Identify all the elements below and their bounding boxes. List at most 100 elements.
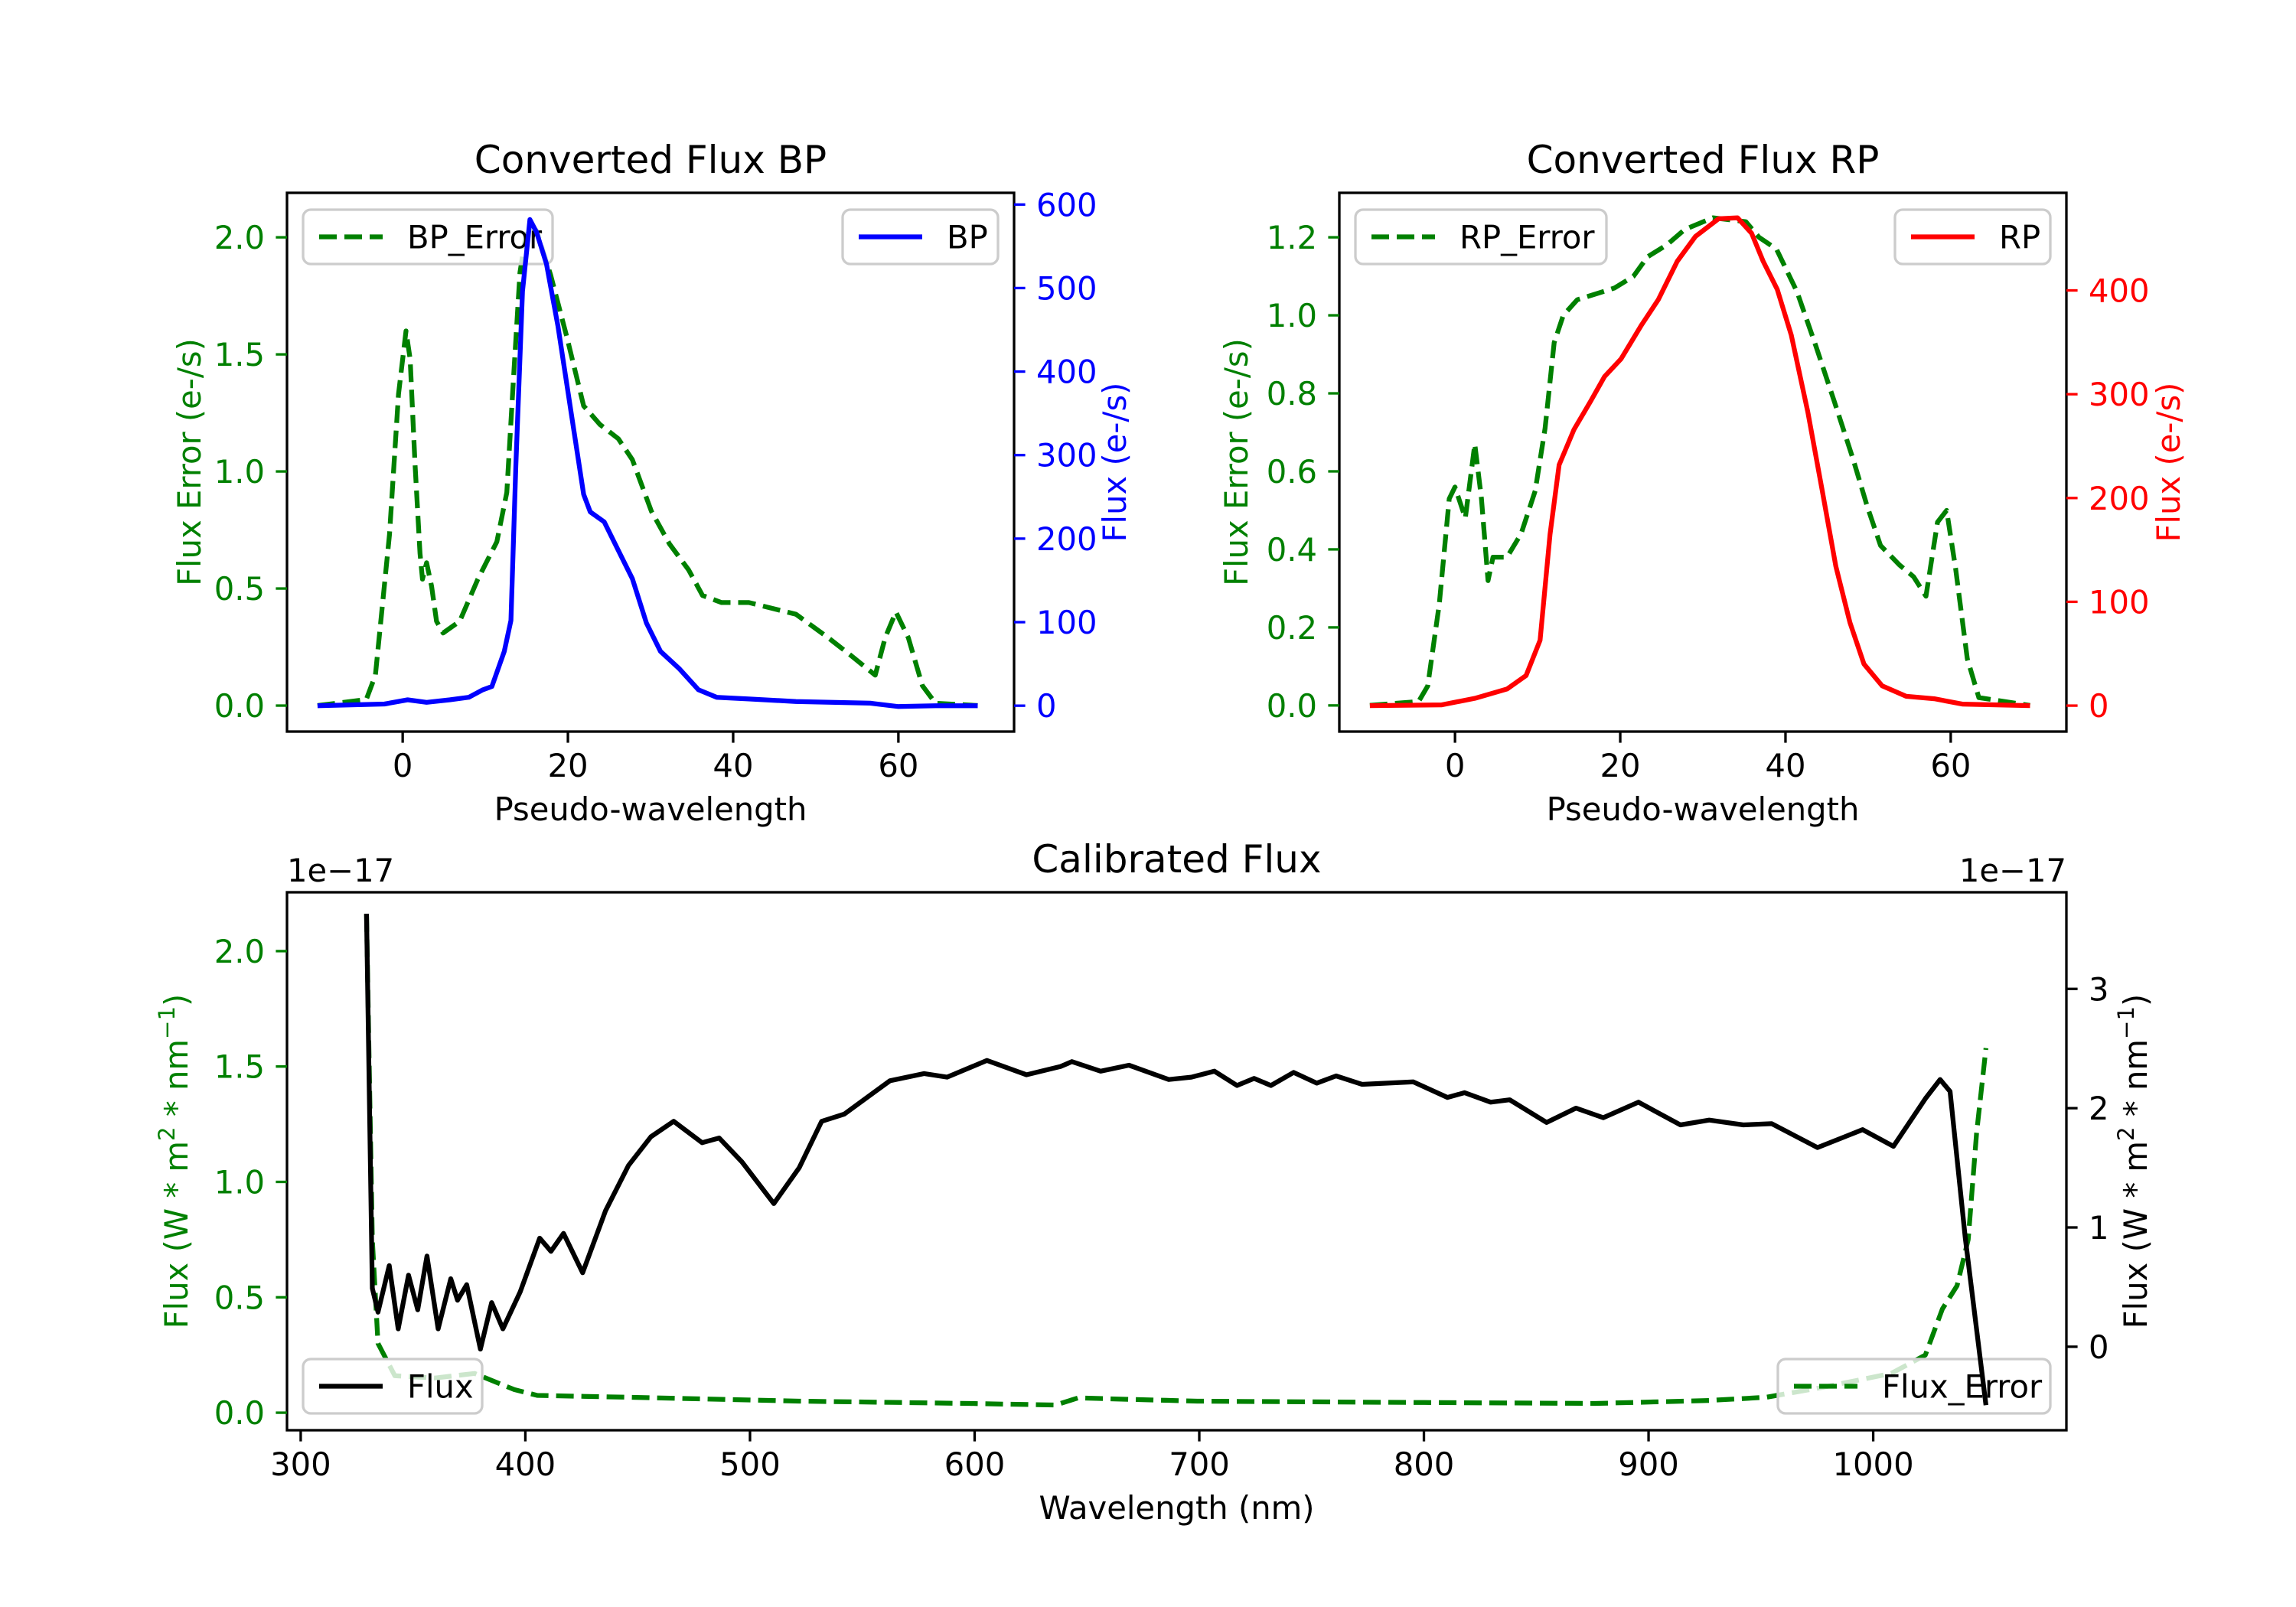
x-axis-label: Pseudo-wavelength <box>1547 790 1860 828</box>
right-y-tick-label: 200 <box>1036 520 1097 558</box>
legend-label: Flux_Error <box>1882 1368 2043 1406</box>
left-y-tick-label: 0.5 <box>214 1279 265 1316</box>
left-y-tick-label: 0.6 <box>1267 453 1317 491</box>
left-y-tick-label: 0.5 <box>214 570 265 608</box>
left-y-offset-text: 1e−17 <box>287 852 394 889</box>
x-tick-label: 500 <box>719 1446 781 1483</box>
right-y-tick-label: 200 <box>2089 480 2150 517</box>
axis-label-part: Flux (e-/s) <box>1096 383 1133 543</box>
legend-frame <box>1354 208 1608 266</box>
x-tick-label: 800 <box>1394 1446 1455 1483</box>
right-y-tick-label: 600 <box>1036 186 1097 223</box>
chart-title: Converted Flux BP <box>475 138 827 182</box>
legend-label: BP_Error <box>407 219 543 256</box>
left-y-tick-label: 0.4 <box>1267 531 1317 569</box>
legend-rp-error: RP_Error <box>1354 208 1608 266</box>
right-y-tick-label: 300 <box>1036 437 1097 474</box>
legend-flux-error: Flux_Error <box>1776 1358 2052 1415</box>
right-y-tick-label: 0 <box>2089 687 2109 725</box>
chart-converted-flux-rp: RP_Error RP 0 20 40 60 0.0 0.2 0.4 0.6 0.8 1.0 1.2 Fl… <box>1218 138 2187 828</box>
chart-title: Calibrated Flux <box>1032 837 1321 882</box>
axis-label-part: * nm <box>2117 1039 2154 1126</box>
legend-frame <box>302 208 554 266</box>
right-y-tick-label: 2 <box>2089 1090 2109 1127</box>
axes-frame <box>1338 191 2068 733</box>
x-tick-label: 1000 <box>1833 1446 1914 1483</box>
left-y-tick-label: 1.0 <box>214 1163 265 1201</box>
right-y-tick-label: 300 <box>2089 376 2150 413</box>
axis-label-part: Flux (W * m <box>158 1141 195 1328</box>
right-y-axis-label: Flux (W * m2 * nm−1) <box>2113 994 2154 1329</box>
right-y-tick-label: 0 <box>1036 687 1057 725</box>
left-y-tick-label: 1.0 <box>214 453 265 491</box>
left-y-tick-label: 2.0 <box>214 219 265 256</box>
x-tick-label: 20 <box>1600 747 1641 784</box>
axis-label-part: Flux Error (e-/s) <box>1218 338 1255 586</box>
chart-title: Converted Flux RP <box>1527 138 1880 182</box>
series-line-bp <box>317 217 978 709</box>
legend-frame <box>302 1358 484 1415</box>
x-tick-label: 700 <box>1169 1446 1230 1483</box>
legend-bp: BP <box>841 208 1000 266</box>
left-y-tick-label: 0.8 <box>1267 375 1317 412</box>
axes-frame <box>285 191 1016 733</box>
left-y-tick-label: 0.0 <box>214 687 265 725</box>
legend-bp-error: BP_Error <box>302 208 554 266</box>
x-tick-label: 400 <box>495 1446 556 1483</box>
left-y-tick-label: 0.0 <box>1267 687 1317 725</box>
right-y-axis-label: Flux (e-/s) <box>2150 383 2187 543</box>
left-y-tick-label: 1.0 <box>1267 297 1317 334</box>
axes-frame <box>285 891 2068 1432</box>
axis-label-part: ) <box>2117 994 2154 1006</box>
chart-converted-flux-bp: BP_Error BP 0 20 40 60 0.0 0.5 1.0 1.5 2.0 Flux Err… <box>171 138 1133 828</box>
legend-label: RP <box>1999 219 2040 256</box>
right-y-tick-label: 100 <box>1036 604 1097 641</box>
legend-label: Flux <box>407 1368 474 1406</box>
legend-rp: RP <box>1893 208 2052 266</box>
left-y-tick-label: 0.2 <box>1267 609 1317 647</box>
axis-label-superscript: −1 <box>2113 1006 2139 1039</box>
left-y-tick-label: 1.2 <box>1267 219 1317 256</box>
right-y-tick-label: 400 <box>2089 272 2150 310</box>
x-tick-label: 0 <box>393 747 413 784</box>
legend-label: RP_Error <box>1459 219 1595 256</box>
x-tick-label: 60 <box>1930 747 1971 784</box>
right-y-offset-text: 1e−17 <box>1959 852 2066 889</box>
left-y-axis-label: Flux (W * m2 * nm−1) <box>154 994 195 1329</box>
axis-label-superscript: 2 <box>154 1126 180 1141</box>
series-line-rp <box>1369 215 2030 709</box>
right-y-tick-label: 1 <box>2089 1209 2109 1247</box>
left-y-tick-label: 1.5 <box>214 1048 265 1086</box>
right-y-tick-label: 3 <box>2089 970 2109 1008</box>
x-tick-label: 40 <box>1765 747 1805 784</box>
x-tick-label: 0 <box>1445 747 1466 784</box>
legend-label: BP <box>947 219 988 256</box>
left-y-tick-label: 2.0 <box>214 933 265 970</box>
axis-label-superscript: −1 <box>154 1006 180 1039</box>
left-y-axis-label: Flux Error (e-/s) <box>171 338 208 586</box>
left-y-tick-label: 1.5 <box>214 336 265 373</box>
x-axis-label: Wavelength (nm) <box>1039 1489 1314 1527</box>
series-line-rp-error <box>1369 215 2030 708</box>
left-y-tick-label: 0.0 <box>214 1394 265 1432</box>
x-tick-label: 60 <box>878 747 918 784</box>
right-y-tick-label: 500 <box>1036 269 1097 307</box>
x-axis-label: Pseudo-wavelength <box>494 790 807 828</box>
axis-label-superscript: 2 <box>2113 1126 2139 1141</box>
axis-label-part: * nm <box>158 1039 195 1126</box>
axis-label-part: Flux (W * m <box>2117 1141 2154 1328</box>
x-tick-label: 40 <box>713 747 753 784</box>
x-tick-label: 900 <box>1618 1446 1679 1483</box>
axis-label-part: Flux Error (e-/s) <box>171 338 208 586</box>
x-tick-label: 600 <box>944 1446 1006 1483</box>
axis-label-part: ) <box>158 994 195 1006</box>
right-y-tick-label: 400 <box>1036 354 1097 391</box>
chart-calibrated-flux: Flux_Error Flux 300 400 500 600 700 800 900 1000 0… <box>154 837 2154 1527</box>
right-y-tick-label: 0 <box>2089 1328 2109 1366</box>
left-y-axis-label: Flux Error (e-/s) <box>1218 338 1255 586</box>
series-line-flux <box>364 914 1989 1406</box>
legend-flux: Flux <box>302 1358 484 1415</box>
x-tick-label: 20 <box>548 747 589 784</box>
